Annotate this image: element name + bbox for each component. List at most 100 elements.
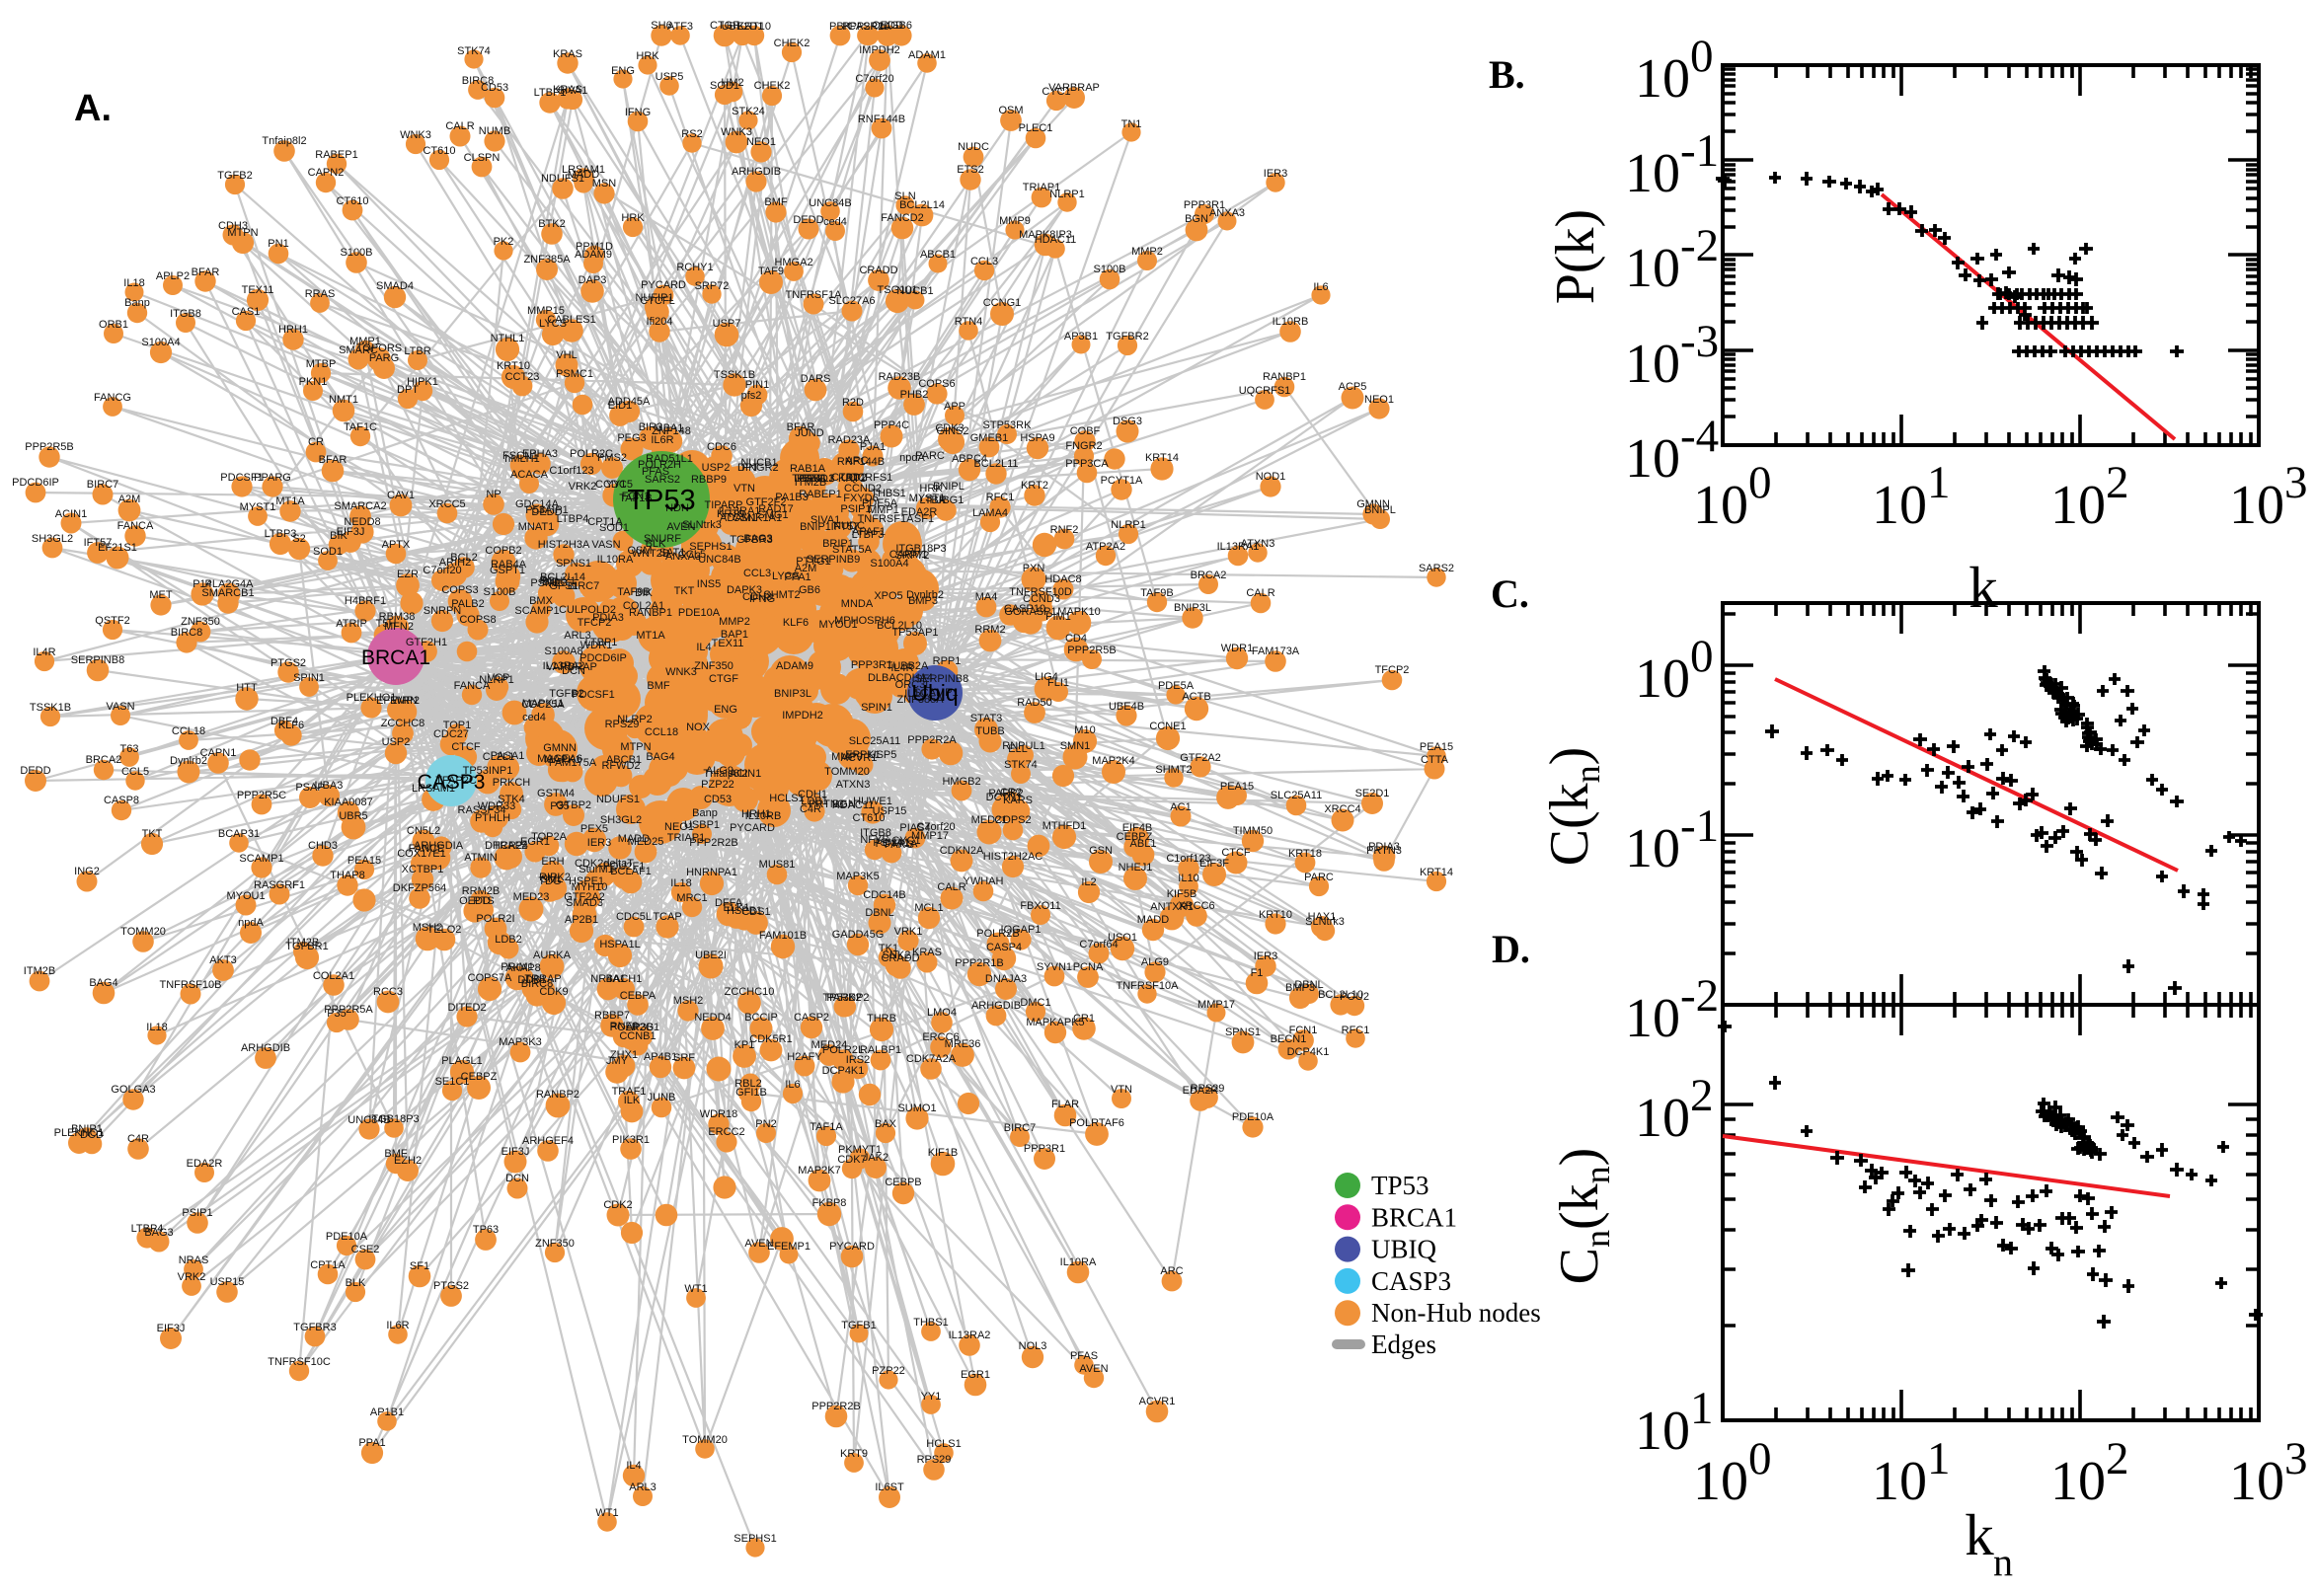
svg-text:FCN1: FCN1 [1289, 1025, 1318, 1036]
svg-text:WRN: WRN [392, 695, 418, 707]
svg-text:NEO1: NEO1 [664, 821, 694, 833]
svg-text:SUMO1: SUMO1 [897, 1102, 936, 1114]
svg-text:T5H: T5H [376, 618, 397, 630]
svg-text:EIF3J: EIF3J [157, 1323, 186, 1334]
svg-text:LMO4: LMO4 [927, 1007, 957, 1019]
svg-text:UBE2I: UBE2I [695, 950, 727, 961]
svg-text:BCL2L10: BCL2L10 [1318, 989, 1363, 1001]
svg-text:NLRP1: NLRP1 [1049, 189, 1084, 200]
svg-text:IMPDH2: IMPDH2 [859, 44, 900, 56]
svg-text:PK2: PK2 [494, 236, 514, 248]
svg-text:MTHFD1: MTHFD1 [1042, 820, 1087, 832]
svg-text:COBF: COBF [1070, 425, 1101, 437]
svg-text:HAX1: HAX1 [1308, 911, 1337, 923]
svg-text:IER3: IER3 [1264, 168, 1287, 180]
svg-text:STK24: STK24 [732, 106, 765, 117]
svg-text:CHEK2: CHEK2 [754, 80, 791, 92]
svg-text:R2D: R2D [842, 397, 864, 409]
svg-text:RFC1: RFC1 [986, 492, 1015, 503]
svg-text:PARK2: PARK2 [826, 992, 861, 1004]
svg-text:FAM101B: FAM101B [759, 930, 807, 942]
svg-text:IER3: IER3 [587, 837, 611, 849]
svg-text:YY1: YY1 [921, 1391, 942, 1403]
svg-text:DBNL: DBNL [1294, 979, 1323, 991]
svg-text:CALR: CALR [937, 881, 965, 893]
svg-text:PYCARD: PYCARD [829, 1241, 875, 1253]
svg-text:JAK2: JAK2 [863, 1152, 888, 1164]
svg-text:MED23: MED23 [513, 891, 550, 903]
svg-text:WDR33: WDR33 [478, 800, 516, 812]
svg-text:CDH1: CDH1 [798, 789, 827, 800]
svg-text:NEO1: NEO1 [746, 136, 776, 148]
svg-text:2: 2 [2106, 1433, 2129, 1484]
svg-text:TOMM20: TOMM20 [120, 926, 166, 938]
svg-text:SCAMP1: SCAMP1 [514, 605, 559, 617]
svg-text:TGFBR3: TGFBR3 [293, 1322, 336, 1333]
svg-text:CTTA: CTTA [1421, 754, 1449, 766]
svg-text:CCND3: CCND3 [1023, 593, 1060, 605]
svg-text:RABEP1: RABEP1 [799, 489, 841, 500]
svg-text:RNF144B: RNF144B [837, 456, 885, 468]
svg-text:MUS81: MUS81 [759, 859, 796, 871]
svg-text:INS5: INS5 [697, 578, 721, 590]
svg-text:TIPARP: TIPARP [705, 499, 743, 511]
svg-text:MAPK10: MAPK10 [1057, 606, 1100, 618]
svg-text:ced4: ced4 [823, 216, 847, 228]
svg-text:BGN: BGN [832, 798, 856, 810]
svg-text:npdA: npdA [238, 917, 264, 929]
svg-text:AP3B1: AP3B1 [626, 1022, 659, 1033]
svg-text:DAPK3: DAPK3 [727, 584, 762, 596]
svg-text:IL13RA1: IL13RA1 [719, 505, 761, 517]
svg-text:PYCARD: PYCARD [641, 279, 686, 291]
svg-text:CD53: CD53 [704, 794, 732, 805]
svg-text:10: 10 [1625, 143, 1680, 204]
svg-text:TAF9B: TAF9B [617, 586, 650, 598]
svg-text:TRRAP: TRRAP [524, 973, 561, 985]
svg-text:PARG: PARG [369, 352, 399, 364]
svg-text:CN5L2: CN5L2 [407, 825, 440, 837]
svg-text:GMNN: GMNN [1356, 498, 1390, 510]
svg-text:Dynlrb2: Dynlrb2 [170, 755, 207, 767]
svg-text:HDAC11: HDAC11 [832, 799, 875, 811]
svg-text:TGFBR1: TGFBR1 [285, 941, 328, 952]
svg-text:KLF6: KLF6 [783, 617, 809, 629]
svg-text:PDCD6IP: PDCD6IP [12, 477, 59, 489]
svg-text:IL13RA2: IL13RA2 [543, 660, 585, 672]
svg-text:SOD1: SOD1 [599, 522, 629, 534]
svg-text:BTK2: BTK2 [538, 218, 566, 230]
svg-text:POLR2G: POLR2G [610, 1022, 655, 1033]
svg-text:KRT9: KRT9 [840, 1448, 868, 1460]
svg-text:DCP4K1: DCP4K1 [1287, 1046, 1330, 1058]
svg-text:CDC5L: CDC5L [616, 911, 652, 923]
svg-text:AVEN: AVEN [744, 1238, 773, 1250]
svg-text:DEDD: DEDD [793, 214, 823, 226]
svg-text:TELO2: TELO2 [427, 924, 462, 936]
svg-text:10: 10 [1693, 1451, 1748, 1512]
svg-text:SEPHS1: SEPHS1 [689, 541, 732, 553]
svg-text:FNGR2: FNGR2 [741, 462, 778, 474]
svg-text:KRT10: KRT10 [497, 360, 530, 372]
svg-text:VASN: VASN [591, 539, 620, 551]
svg-text:-3: -3 [1680, 316, 1719, 367]
svg-text:TAF1C: TAF1C [344, 421, 377, 433]
svg-text:BACH1: BACH1 [606, 973, 643, 985]
svg-text:PDCSF1: PDCSF1 [572, 689, 614, 701]
svg-text:DPT: DPT [737, 462, 759, 474]
svg-text:MAP3K3: MAP3K3 [499, 1036, 541, 1048]
svg-text:IFNG: IFNG [749, 593, 775, 605]
svg-text:FANCA: FANCA [117, 520, 154, 532]
svg-text:10: 10 [1625, 334, 1680, 395]
svg-text:CDC6: CDC6 [707, 441, 736, 453]
svg-text:HDAC11: HDAC11 [1035, 234, 1077, 246]
svg-text:KRT10: KRT10 [737, 21, 771, 33]
svg-text:CDH3: CDH3 [742, 591, 772, 603]
svg-text:SHMT2: SHMT2 [763, 589, 800, 601]
svg-text:TGFB2: TGFB2 [217, 170, 252, 182]
svg-text:NLRP1: NLRP1 [479, 674, 513, 686]
svg-text:PPP2R2A: PPP2R2A [907, 734, 957, 746]
svg-text:PFAS: PFAS [642, 466, 669, 478]
svg-text:CRADD: CRADD [881, 952, 919, 964]
svg-text:MYST1: MYST1 [909, 493, 946, 504]
svg-text:MMP1: MMP1 [349, 336, 381, 347]
svg-text:2: 2 [2106, 457, 2129, 508]
